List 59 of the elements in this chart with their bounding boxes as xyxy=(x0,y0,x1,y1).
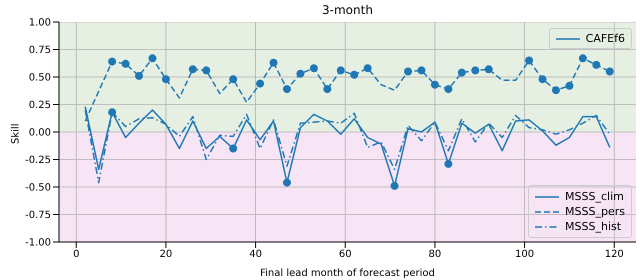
point xyxy=(350,70,358,79)
point xyxy=(578,54,587,62)
point xyxy=(323,85,332,94)
point xyxy=(417,66,426,74)
legend-title: CAFEf6 xyxy=(586,32,625,45)
x-tick-label: 40 xyxy=(249,249,262,260)
point xyxy=(270,58,278,67)
point xyxy=(458,68,466,77)
point xyxy=(108,58,116,66)
x-axis-title: Final lead month of forecast period xyxy=(260,268,435,279)
x-tick-label: 20 xyxy=(160,249,172,260)
point xyxy=(592,60,600,69)
y-tick-label: 0.50 xyxy=(28,72,51,84)
point xyxy=(525,56,534,64)
point xyxy=(282,85,291,94)
point xyxy=(552,86,560,94)
legend-label: MSSS_pers xyxy=(565,204,625,219)
point xyxy=(484,65,493,74)
y-tick-label: 0.00 xyxy=(28,128,51,139)
point xyxy=(606,68,614,76)
point xyxy=(336,66,345,74)
x-tick-label: 60 xyxy=(338,249,352,260)
point xyxy=(404,68,412,76)
y-tick-label: 0.75 xyxy=(28,45,51,56)
point xyxy=(148,54,156,62)
point xyxy=(430,80,439,89)
point xyxy=(162,75,170,84)
y-tick-label: -0.75 xyxy=(25,210,51,222)
y-tick-label: -0.25 xyxy=(25,155,51,166)
chart-title: 3-month xyxy=(321,3,374,17)
point xyxy=(202,66,210,74)
x-tick-label: 100 xyxy=(515,249,534,260)
point xyxy=(188,65,197,74)
point xyxy=(229,144,238,152)
y-tick-label: 0.25 xyxy=(28,100,51,112)
y-tick-label: -0.50 xyxy=(25,182,51,194)
legend-label: MSSS_hist xyxy=(565,219,622,234)
x-tick-label: 0 xyxy=(73,249,80,260)
y-axis-title: Skill xyxy=(10,124,22,144)
point xyxy=(108,108,116,116)
point xyxy=(471,66,480,74)
point xyxy=(282,178,291,187)
point xyxy=(122,60,130,68)
point xyxy=(565,82,574,90)
point xyxy=(390,182,399,190)
point xyxy=(538,75,547,84)
point xyxy=(444,85,452,94)
x-tick-label: 80 xyxy=(428,249,442,260)
point xyxy=(444,160,452,168)
point xyxy=(296,70,304,78)
y-tick-label: -1.00 xyxy=(25,238,51,249)
point xyxy=(364,64,372,72)
y-tick-label: 1.00 xyxy=(28,18,51,29)
point xyxy=(310,64,318,72)
x-tick-label: 120 xyxy=(604,249,624,260)
point xyxy=(229,75,238,84)
point xyxy=(135,72,144,80)
point xyxy=(256,80,264,88)
legend-label: MSSS_clim xyxy=(565,189,624,204)
